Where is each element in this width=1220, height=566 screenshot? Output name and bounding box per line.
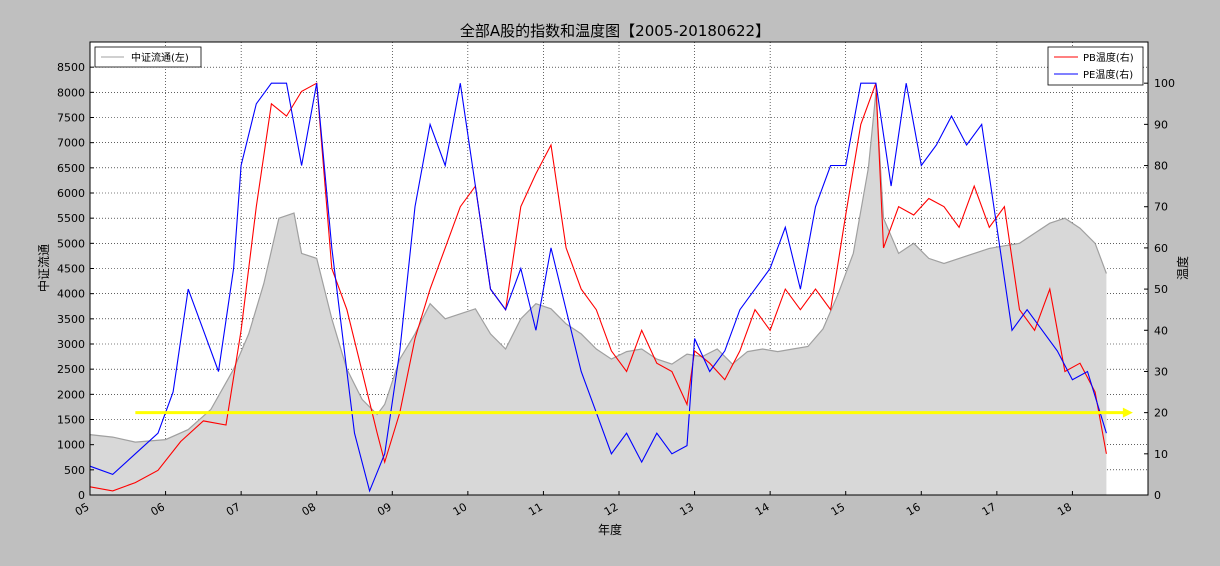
x-tick-label: 11 (526, 500, 545, 518)
x-tick-label: 16 (904, 500, 923, 518)
left-tick-label: 1500 (57, 414, 85, 427)
x-tick-label: 13 (677, 500, 696, 518)
x-tick-label: 06 (148, 500, 167, 518)
left-tick-label: 3000 (57, 338, 85, 351)
index-area (89, 92, 1107, 496)
series-area-index (90, 92, 1107, 496)
left-tick-label: 0 (78, 489, 85, 502)
left-tick-label: 1000 (57, 439, 85, 452)
left-tick-label: 500 (64, 464, 85, 477)
left-tick-label: 2000 (57, 388, 85, 401)
right-tick-label: 90 (1154, 118, 1168, 131)
left-tick-label: 7500 (57, 112, 85, 125)
series-lines (89, 82, 1107, 493)
x-tick-label: 10 (451, 500, 470, 518)
legend-index-label: 中证流通(左) (131, 51, 189, 64)
right-axis-title: 温度 (1175, 256, 1190, 280)
x-tick-label: 05 (73, 500, 92, 518)
legend-pb-label: PB温度(右) (1083, 51, 1134, 64)
left-tick-label: 5500 (57, 212, 85, 225)
legend-right: PB温度(右) PE温度(右) (1047, 46, 1144, 86)
x-tick-label: 12 (602, 500, 621, 518)
right-tick-label: 0 (1154, 489, 1161, 502)
right-tick-label: 50 (1154, 283, 1168, 296)
right-axis: 0 10 20 30 40 50 60 70 80 90 100 (1144, 77, 1175, 502)
x-axis: 05 06 07 08 09 10 11 12 13 14 15 16 17 18 (73, 491, 1074, 519)
series-line-index (89, 92, 1107, 443)
left-axis: 0 500 1000 1500 2000 2500 3000 3500 4000 4500 5000… (57, 61, 94, 502)
right-tick-label: 70 (1154, 201, 1168, 214)
left-tick-label: 6000 (57, 187, 85, 200)
x-tick-label: 15 (829, 500, 848, 518)
right-tick-label: 80 (1154, 160, 1168, 173)
x-axis-title: 年度 (598, 522, 622, 537)
left-tick-label: 5000 (57, 237, 85, 250)
legend-pe-label: PE温度(右) (1083, 68, 1133, 81)
left-tick-label: 6500 (57, 162, 85, 175)
x-tick-label: 08 (300, 500, 319, 518)
left-tick-label: 4000 (57, 288, 85, 301)
legend-right-box (1047, 46, 1144, 86)
left-tick-label: 7000 (57, 137, 85, 150)
left-tick-label: 2500 (57, 363, 85, 376)
left-tick-label: 4500 (57, 263, 85, 276)
series-line-pb (89, 82, 1107, 492)
left-axis-title: 中证流通 (36, 244, 51, 292)
legend-left-box (94, 46, 202, 68)
series-line-pe (89, 82, 1107, 493)
right-tick-label: 20 (1154, 407, 1168, 420)
right-tick-label: 60 (1154, 242, 1168, 255)
x-tick-label: 14 (753, 500, 772, 518)
threshold-arrowhead (1122, 407, 1133, 418)
x-tick-label: 17 (980, 500, 999, 518)
right-tick-label: 100 (1154, 77, 1175, 90)
right-tick-label: 40 (1154, 324, 1168, 337)
legend-left: 中证流通(左) (94, 46, 202, 68)
right-tick-label: 30 (1154, 365, 1168, 378)
chart-title: 全部A股的指数和温度图【2005-20180622】 (460, 22, 770, 40)
left-tick-label: 8000 (57, 86, 85, 99)
left-tick-label: 3500 (57, 313, 85, 326)
x-tick-label: 09 (375, 500, 394, 518)
right-tick-label: 10 (1154, 448, 1168, 461)
x-tick-label: 07 (224, 500, 243, 518)
x-tick-label: 18 (1055, 500, 1074, 518)
left-tick-label: 8500 (57, 61, 85, 74)
threshold-arrow (135, 407, 1133, 418)
